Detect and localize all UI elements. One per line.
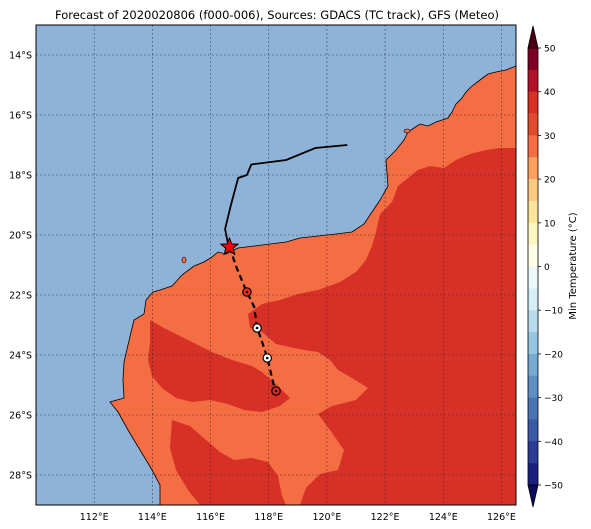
map-area[interactable] [36, 25, 520, 510]
colorbar: 50 40 30 20 10 0 −10 −20 −30 −40 −50 Min Temperatu… [527, 25, 579, 508]
longitude-tick-label: 126°E [487, 512, 516, 523]
colorbar-bin [528, 266, 538, 289]
map-frame [35, 24, 517, 506]
longitude-tick-label: 120°E [312, 512, 341, 523]
colorbar-tick-labels: 50 40 30 20 10 0 −10 −20 −30 −40 −50 [538, 45, 563, 492]
colorbar-bin [528, 157, 538, 180]
colorbar-tick-label: 50 [544, 45, 556, 55]
forecast-position-marker [271, 386, 281, 396]
colorbar-tick-label: 40 [544, 88, 556, 98]
colorbar-bin [528, 441, 538, 464]
latitude-tick-label: 26°S [9, 411, 32, 422]
latitude-tick-label: 22°S [9, 291, 32, 302]
colorbar-bin [528, 135, 538, 158]
colorbar-bin [528, 69, 538, 92]
colorbar-bins [527, 47, 539, 486]
colorbar-bin [528, 353, 538, 377]
colorbar-tick-label: −20 [544, 350, 563, 360]
colorbar-bin [528, 332, 538, 355]
colorbar-bin [528, 91, 538, 114]
hot-zone-southwest [148, 320, 290, 412]
colorbar-bin [528, 48, 538, 71]
colorbar-tick-label: 0 [544, 263, 550, 273]
colorbar-bin [528, 419, 538, 442]
forecast-position-dot [265, 356, 269, 360]
island [181, 256, 187, 264]
colorbar-tick-label: −10 [544, 307, 563, 317]
colorbar-tick-label: 20 [544, 176, 556, 186]
latitude-tick-labels: 14°S 16°S 18°S 20°S 22°S 24°S 26°S 28°S [9, 51, 32, 482]
colorbar-tick-label: −30 [544, 394, 563, 404]
longitude-tick-label: 124°E [429, 512, 458, 523]
colorbar-tick-label: 30 [544, 132, 556, 142]
longitude-tick-labels: 112°E 114°E 116°E 118°E 120°E 122°E 124°E 126°E [80, 512, 516, 523]
past-track-line [224, 144, 348, 245]
colorbar-tick-label: 10 [544, 219, 556, 229]
forecast-position-dot [274, 389, 278, 393]
forecast-position-markers [242, 287, 281, 396]
longitude-tick-label: 116°E [196, 512, 225, 523]
colorbar-over-extension [527, 25, 539, 49]
forecast-position-dot [255, 326, 259, 330]
colorbar-bin [528, 244, 538, 267]
latitude-tick-label: 20°S [9, 231, 32, 242]
latitude-tick-label: 28°S [9, 471, 32, 482]
latitude-tick-label: 16°S [9, 111, 32, 122]
colorbar-tick-label: −40 [544, 438, 563, 448]
hot-zone-south [170, 420, 286, 505]
longitude-tick-label: 122°E [371, 512, 400, 523]
colorbar-bin [528, 375, 538, 398]
colorbar-bin [528, 288, 538, 311]
colorbar-under-extension [527, 484, 539, 508]
hot-zone-inland [248, 148, 516, 505]
latitude-tick-label: 18°S [9, 171, 32, 182]
current-position-star-icon [219, 236, 240, 256]
colorbar-bin [528, 200, 538, 224]
longitude-tick-label: 114°E [138, 512, 167, 523]
colorbar-bin [528, 113, 538, 136]
colorbar-bin [528, 463, 538, 486]
map-title: Forecast of 2020020806 (f000-006), Sourc… [55, 8, 499, 22]
longitude-tick-label: 112°E [80, 512, 109, 523]
latitude-tick-label: 24°S [9, 351, 32, 362]
colorbar-tick-label: −50 [544, 482, 563, 492]
forecast-position-dot [245, 290, 249, 294]
colorbar-bin [528, 310, 538, 333]
tc-track [219, 144, 348, 396]
grid-lines [36, 25, 516, 505]
colorbar-bin [528, 397, 538, 420]
colorbar-bin [528, 222, 538, 245]
longitude-tick-label: 118°E [254, 512, 283, 523]
colorbar-label: Min Temperature (°C) [568, 212, 579, 319]
island [403, 128, 411, 134]
colorbar-bin [528, 179, 538, 202]
latitude-tick-label: 14°S [9, 51, 32, 62]
